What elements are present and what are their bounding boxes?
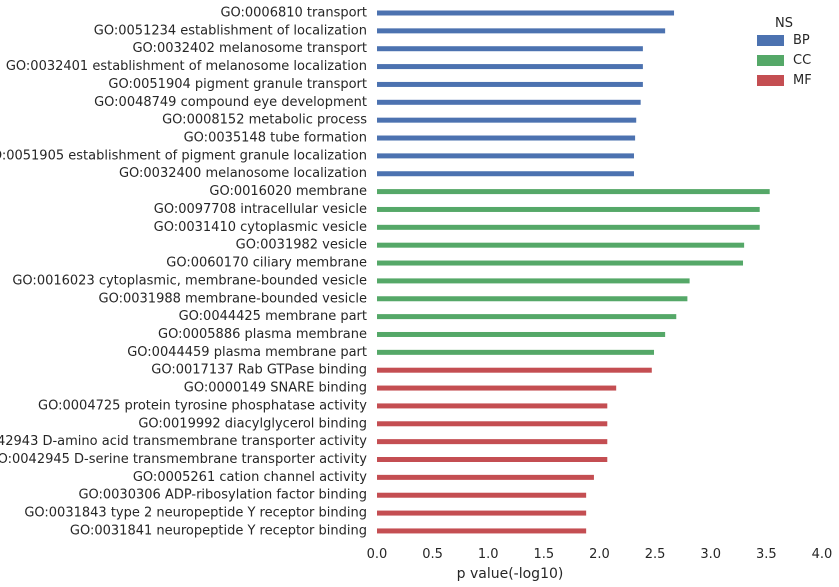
category-label: GO:0032402 melanosome transport (132, 41, 367, 56)
category-label: GO:0016023 cytoplasmic, membrane-bounded… (12, 273, 367, 288)
category-label: GO:0031841 neuropeptide Y receptor bindi… (70, 523, 367, 538)
bar (377, 439, 608, 445)
category-label: GO:0030306 ADP-ribosylation factor bindi… (78, 488, 367, 503)
x-tick-label: 0.0 (367, 547, 388, 562)
category-label: GO:0019992 diacylglycerol binding (138, 416, 367, 431)
bar (377, 153, 634, 159)
category-label: GO:0097708 intracellular vesicle (154, 202, 367, 217)
category-label: GO:0051905 establishment of pigment gran… (0, 148, 367, 163)
bar (377, 242, 745, 248)
bar (377, 528, 587, 534)
bar (377, 314, 677, 320)
bar (377, 224, 760, 230)
category-label: GO:0048749 compound eye development (94, 95, 367, 110)
legend-swatch (757, 35, 784, 46)
category-label: GO:0031988 membrane-bounded vesicle (99, 291, 367, 306)
bar (377, 28, 666, 34)
bar (377, 421, 608, 427)
bar (377, 46, 643, 52)
bar (377, 117, 637, 123)
category-label: GO:0060170 ciliary membrane (166, 256, 367, 271)
category-label: GO:0042943 D-amino acid transmembrane tr… (0, 434, 367, 449)
bar (377, 171, 634, 177)
bar (377, 367, 652, 373)
bar (377, 99, 641, 105)
bar (377, 331, 666, 337)
category-labels: GO:0006810 transport GO:0051234 establish… (0, 6, 367, 539)
category-label: GO:0044459 plasma membrane part (127, 345, 367, 360)
category-label: GO:0035148 tube formation (184, 131, 367, 146)
bar (377, 510, 587, 516)
category-label: GO:0000149 SNARE binding (184, 381, 367, 396)
category-label: GO:0032400 melanosome localization (119, 166, 367, 181)
x-axis: 0.0 0.5 1.0 1.5 2.0 2.5 3.0 3.5 4.0 (367, 547, 833, 562)
bar (377, 81, 643, 87)
x-tick-label: 2.0 (589, 547, 610, 562)
bar (377, 206, 760, 212)
bar (377, 10, 675, 16)
x-tick-label: 1.5 (534, 547, 555, 562)
bar (377, 260, 744, 266)
bar (377, 492, 587, 498)
category-label: GO:0008152 metabolic process (162, 113, 367, 128)
category-label: GO:0005261 cation channel activity (133, 470, 367, 485)
x-tick-label: 3.0 (700, 547, 721, 562)
bar (377, 474, 594, 480)
x-tick-label: 0.5 (422, 547, 443, 562)
category-label: GO:0031843 type 2 neuropeptide Y recepto… (24, 506, 367, 521)
category-label: GO:0042945 D-serine transmembrane transp… (0, 452, 367, 467)
x-tick-label: 4.0 (812, 547, 833, 562)
category-label: GO:0016020 membrane (209, 184, 367, 199)
category-label: GO:0004725 protein tyrosine phosphatase … (38, 398, 367, 413)
bar (377, 403, 608, 409)
category-label: GO:0017137 Rab GTPase binding (151, 363, 367, 378)
legend-label: BP (793, 33, 810, 48)
x-tick-label: 1.0 (478, 547, 499, 562)
category-label: GO:0051234 establishment of localization (94, 23, 367, 38)
category-label: GO:0044425 membrane part (179, 309, 367, 324)
legend-swatch (757, 75, 784, 86)
legend-swatch (757, 55, 784, 66)
x-tick-label: 2.5 (645, 547, 666, 562)
category-label: GO:0031982 vesicle (236, 238, 367, 253)
bar (377, 385, 617, 391)
x-axis-label: p value(-log10) (457, 566, 564, 582)
bar (377, 189, 770, 195)
bar (377, 349, 655, 355)
legend-label: CC (793, 53, 811, 68)
category-label: GO:0031410 cytoplasmic vesicle (154, 220, 367, 235)
legend-title: NS (775, 16, 793, 31)
x-tick-label: 3.5 (756, 547, 777, 562)
category-label: GO:0006810 transport (220, 6, 367, 21)
legend: NS BP CC MF (757, 16, 812, 88)
bar (377, 278, 690, 284)
bars-layer (377, 10, 770, 534)
bar (377, 135, 636, 141)
category-label: GO:0005886 plasma membrane (158, 327, 367, 342)
bar (377, 64, 643, 70)
category-label: GO:0051904 pigment granule transport (108, 77, 367, 92)
legend-label: MF (793, 73, 812, 88)
bar (377, 296, 688, 302)
category-label: GO:0032401 establishment of melanosome l… (6, 59, 367, 74)
bar (377, 457, 608, 462)
